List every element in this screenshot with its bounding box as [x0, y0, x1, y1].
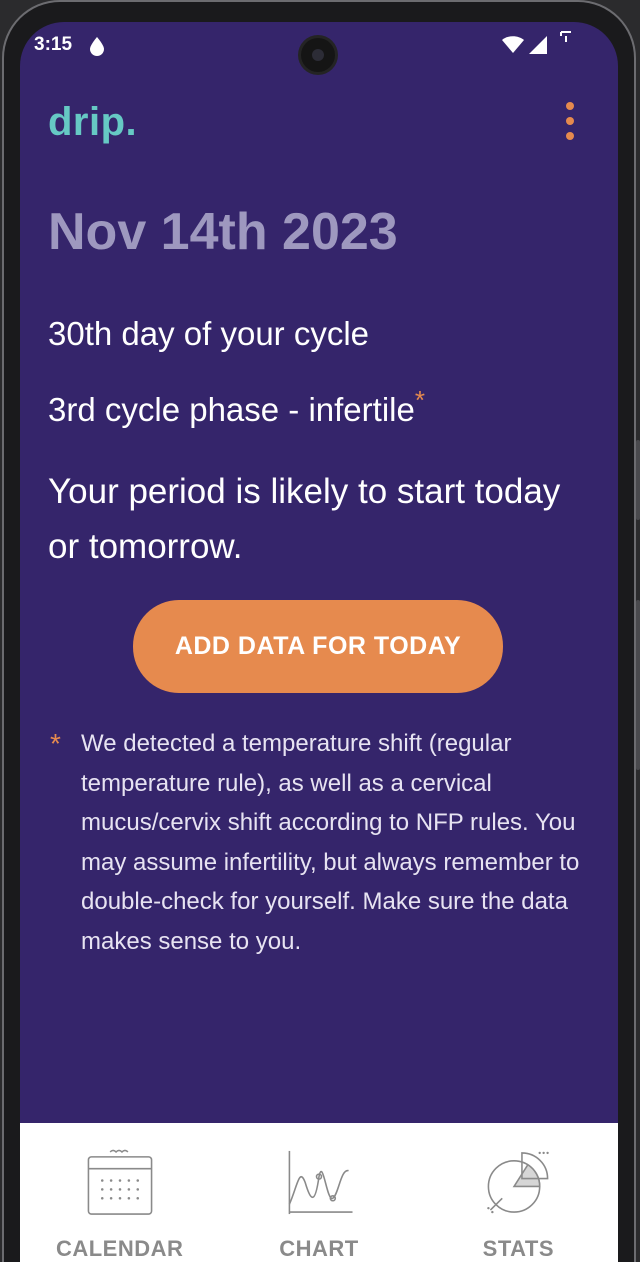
more-vertical-icon[interactable] — [558, 98, 582, 144]
cycle-day-text: 30th day of your cycle — [48, 315, 370, 352]
app-screen: 3:15 drip. Nov 14th 2023 30th day of you… — [20, 22, 618, 1262]
footnote-marker: * — [50, 728, 61, 759]
tab-calendar-label: CALENDAR — [55, 1236, 184, 1261]
tab-chart[interactable]: CHART — [219, 1123, 418, 1262]
add-data-button[interactable]: ADD DATA FOR TODAY — [133, 600, 503, 693]
battery-icon — [560, 31, 571, 42]
tab-calendar[interactable]: CALENDAR — [20, 1123, 219, 1262]
calendar-icon — [87, 1149, 153, 1215]
footnote-asterisk: * — [414, 385, 425, 415]
app-logo: drip. — [48, 100, 138, 144]
stats-icon — [487, 1151, 550, 1214]
period-prediction: Your period is likely to start today or … — [48, 472, 561, 566]
menu-dot — [566, 132, 574, 140]
front-camera — [301, 38, 335, 72]
date-title: Nov 14th 2023 — [48, 203, 398, 261]
footnote-text: We detected a temperature shift (regular… — [81, 730, 580, 955]
status-time: 3:15 — [34, 34, 73, 55]
wifi-icon — [502, 36, 524, 53]
volume-button — [636, 440, 640, 520]
cycle-phase-label: 3rd cycle phase - infertile — [48, 391, 415, 428]
status-bar: 3:15 — [20, 22, 618, 72]
tab-chart-label: CHART — [279, 1236, 359, 1261]
signal-icon — [529, 36, 547, 54]
bottom-navigation: CALENDAR CHART — [20, 1123, 618, 1262]
tab-stats-label: STATS — [482, 1236, 554, 1261]
tab-stats[interactable]: STATS — [419, 1123, 618, 1262]
cycle-phase-text: 3rd cycle phase - infertile* — [48, 387, 425, 429]
drop-icon — [90, 37, 104, 56]
menu-dot — [566, 102, 574, 110]
chart-icon — [288, 1150, 353, 1215]
menu-dot — [566, 117, 574, 125]
power-button — [636, 600, 640, 770]
